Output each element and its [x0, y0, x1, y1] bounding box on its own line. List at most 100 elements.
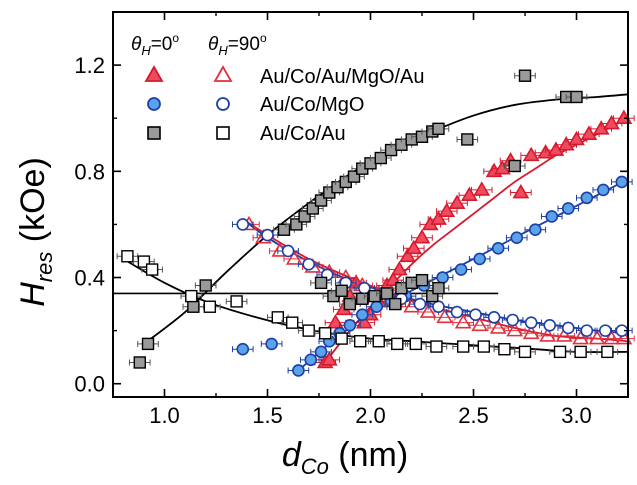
square-marker: [498, 343, 511, 356]
triangle-marker: [285, 250, 303, 265]
y-tick-label: 1.2: [74, 53, 105, 78]
square-marker: [185, 289, 198, 303]
data-point: [483, 311, 505, 324]
legend: θH=0o θH=90o Au/Co/Au/MgO/Au Au/Co/MgO A…: [131, 31, 425, 145]
square-marker: [570, 90, 583, 104]
triangle-marker: [603, 329, 620, 345]
square-marker: [290, 218, 303, 231]
x-tick-label: 3.0: [561, 403, 592, 428]
circle-marker: [596, 183, 610, 197]
square-marker: [389, 297, 402, 311]
data-point: [557, 202, 580, 215]
data-point: [452, 340, 474, 353]
circle-marker: [281, 244, 295, 258]
square-marker: [335, 332, 348, 345]
x-tick-label: 2.5: [458, 403, 489, 428]
square-marker: [391, 337, 404, 351]
triangle-marker: [320, 351, 338, 366]
square-marker: [430, 340, 443, 353]
data-point: [520, 316, 542, 329]
square-marker: [230, 295, 243, 308]
triangle-marker: [539, 327, 557, 342]
square-marker: [518, 69, 532, 82]
data-point: [503, 322, 526, 337]
data-point: [402, 239, 425, 255]
square-marker: [187, 300, 200, 313]
square-marker: [306, 202, 320, 215]
circle-marker: [236, 342, 250, 356]
data-point: [330, 332, 353, 345]
data-point: [611, 324, 633, 337]
square-marker: [380, 287, 394, 300]
square-marker: [271, 311, 284, 324]
legend-marker-open-triangle: [213, 65, 233, 82]
triangle-marker: [473, 181, 491, 196]
circle-marker: [469, 308, 482, 321]
data-point: [510, 183, 532, 199]
data-point: [456, 133, 479, 146]
legend-label-au-co-au: Au/Co/Au: [260, 123, 346, 145]
data-point: [524, 223, 547, 237]
triangle-marker: [419, 303, 437, 318]
data-point: [411, 229, 433, 244]
square-marker: [277, 223, 291, 236]
y-axis-title-unit: (kOe): [14, 157, 52, 251]
square-marker: [203, 300, 217, 313]
legend-label-au-co-mgo: Au/Co/MgO: [260, 94, 364, 116]
square-marker: [374, 151, 387, 165]
y-tick-label: 0.8: [74, 159, 105, 184]
triangle-marker: [454, 314, 472, 329]
x-tick-label: 1.0: [149, 403, 180, 428]
circle-marker: [358, 281, 371, 295]
triangle-marker: [603, 114, 620, 130]
data-point: [450, 263, 472, 276]
data-point: [592, 183, 615, 197]
data-point: [464, 308, 487, 321]
data-point: [505, 231, 528, 244]
data-point: [565, 90, 588, 104]
square-marker: [356, 292, 369, 305]
x-tick-label: 1.5: [252, 403, 283, 428]
data-point: [427, 122, 450, 136]
x-axis-title-main: d: [282, 436, 302, 474]
triangle-marker: [493, 160, 511, 175]
data-point: [569, 345, 592, 359]
data-point: [594, 324, 617, 337]
circle-marker: [292, 364, 305, 377]
data-point: [260, 337, 283, 351]
data-point: [553, 327, 575, 342]
y-tick-label: 0.4: [74, 266, 105, 291]
square-marker: [432, 281, 445, 295]
x-axis-title-sub: Co: [301, 454, 329, 479]
circle-marker: [580, 191, 594, 205]
square-marker: [508, 159, 521, 173]
data-point: [538, 319, 561, 332]
data-point: [611, 175, 633, 189]
legend-label-au-co-au-mgo-au: Au/Co/Au/MgO/Au: [260, 66, 425, 88]
square-marker: [199, 279, 212, 292]
data-point: [468, 252, 491, 266]
circle-marker: [561, 202, 575, 215]
data-point: [427, 281, 450, 295]
data-point: [388, 260, 411, 276]
data-point: [452, 314, 474, 329]
circle-marker: [487, 311, 501, 324]
data-point: [576, 191, 598, 205]
square-marker: [477, 340, 490, 353]
triangle-marker: [512, 183, 530, 199]
y-axis-title-main: H: [14, 282, 52, 307]
square-marker: [409, 337, 423, 351]
data-point: [141, 263, 163, 276]
circle-marker: [355, 308, 369, 321]
triangle-marker: [460, 186, 478, 202]
x-axis-title-unit: (nm): [329, 436, 408, 474]
triangle-marker: [572, 329, 590, 345]
data-point: [446, 194, 468, 209]
data-point: [231, 342, 254, 356]
square-marker: [457, 340, 470, 353]
square-marker: [601, 345, 614, 359]
triangle-marker: [588, 329, 606, 345]
data-point: [199, 300, 221, 313]
square-marker: [432, 122, 445, 136]
square-marker: [415, 273, 429, 287]
